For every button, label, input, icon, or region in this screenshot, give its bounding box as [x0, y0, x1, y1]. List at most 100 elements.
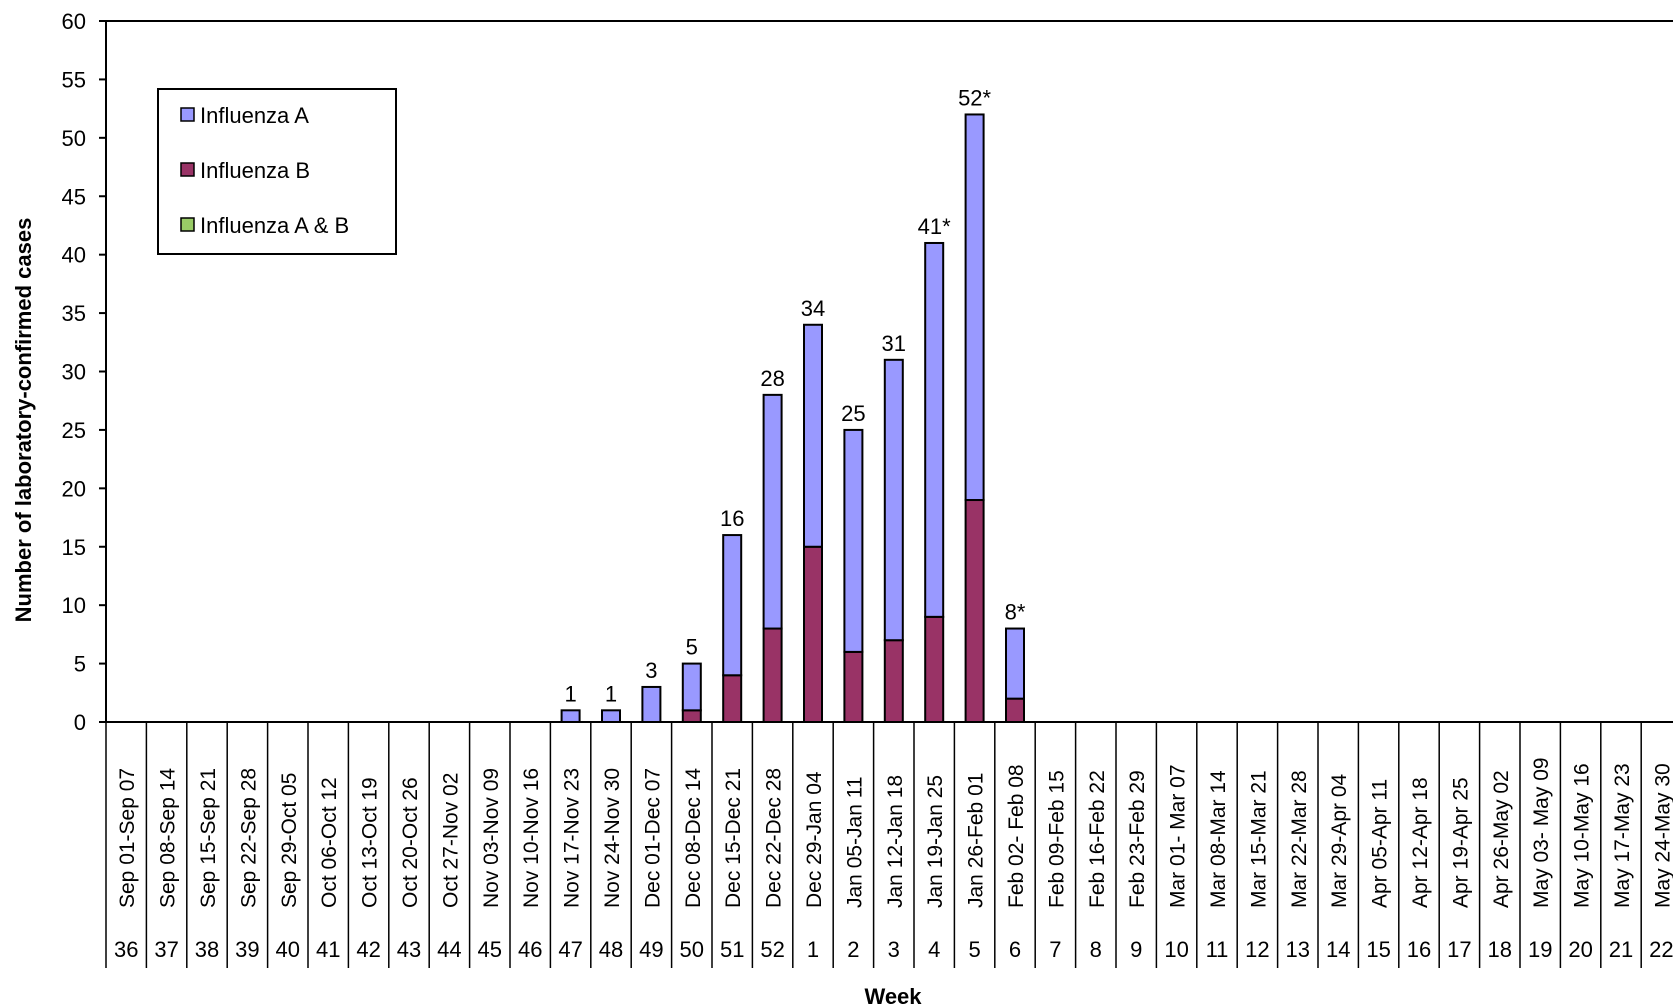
x-tick-label: Feb 23-Feb 29 [1126, 770, 1149, 908]
bars-group [560, 113, 1025, 724]
total-data-label: 1 [605, 681, 617, 706]
total-data-label: 41* [918, 214, 951, 239]
week-number-label: 3 [888, 937, 900, 962]
legend-swatch [180, 107, 195, 122]
week-number-label: 46 [518, 937, 542, 962]
y-tick-label: 40 [62, 243, 86, 268]
y-tick-label: 60 [62, 9, 86, 34]
total-data-label: 28 [760, 366, 784, 391]
x-tick-label: Mar 22-Mar 28 [1288, 770, 1311, 908]
x-tick-label: Sep 08-Sep 14 [157, 768, 180, 908]
x-tick-label: Sep 15-Sep 21 [197, 768, 220, 908]
x-tick-label: Nov 03-Nov 09 [480, 768, 503, 908]
week-number-label: 10 [1164, 937, 1188, 962]
week-number-label: 43 [397, 937, 421, 962]
week-number-label: 7 [1049, 937, 1061, 962]
week-number-label: 44 [437, 937, 461, 962]
x-tick-label: Feb 02- Feb 08 [1005, 764, 1028, 908]
week-number-label: 50 [680, 937, 704, 962]
total-data-label: 3 [645, 658, 657, 683]
influenza-b-bar [843, 650, 864, 724]
y-tick-label: 30 [62, 360, 86, 385]
week-number-label: 39 [235, 937, 259, 962]
x-tick-label: Nov 17-Nov 23 [561, 768, 584, 908]
total-data-label: 16 [720, 506, 744, 531]
x-tick-label: Feb 16-Feb 22 [1086, 770, 1109, 908]
x-tick-label: May 24-May 30 [1651, 763, 1673, 908]
y-tick-label: 35 [62, 301, 86, 326]
week-number-label: 20 [1568, 937, 1592, 962]
x-tick-label: Sep 22-Sep 28 [237, 768, 260, 908]
legend-label: Influenza A [200, 103, 309, 128]
influenza-a-bar [964, 113, 985, 502]
week-number-label: 22 [1649, 937, 1673, 962]
x-tick-label: Apr 26-May 02 [1490, 770, 1513, 908]
y-tick-label: 20 [62, 476, 86, 501]
x-tick-label: Apr 05-Apr 11 [1369, 779, 1392, 908]
week-number-label: 13 [1286, 937, 1310, 962]
x-tick-label: Oct 20-Oct 26 [399, 777, 422, 908]
total-data-label: 52* [958, 85, 991, 110]
week-number-label: 51 [720, 937, 744, 962]
x-tick-label: Feb 09-Feb 15 [1045, 770, 1068, 908]
x-tick-label: Nov 24-Nov 30 [601, 768, 624, 908]
x-tick-label: Mar 08-Mar 14 [1207, 770, 1230, 908]
influenza-a-bar [762, 393, 783, 630]
x-tick-label: Dec 29-Jan 04 [803, 771, 826, 908]
influenza-b-bar [681, 709, 702, 723]
x-tick-label: Oct 27-Nov 02 [439, 773, 462, 908]
x-tick-label: Dec 22-Dec 28 [763, 768, 786, 908]
week-number-label: 1 [807, 937, 819, 962]
x-tick-label: Jan 12-Jan 18 [884, 775, 907, 908]
influenza-a-bar [803, 323, 823, 548]
x-tick-label: Oct 06-Oct 12 [318, 777, 341, 908]
y-tick-label: 45 [62, 184, 86, 209]
week-number-label: 21 [1609, 937, 1633, 962]
x-axis-title: Week [864, 984, 922, 1007]
x-tick-label: Dec 08-Dec 14 [682, 768, 705, 908]
week-number-label: 42 [356, 937, 380, 962]
y-axis-title: Number of laboratory-confirmed cases [11, 218, 36, 623]
week-number-label: 12 [1245, 937, 1269, 962]
week-number-label: 37 [154, 937, 178, 962]
y-tick-label: 15 [62, 535, 86, 560]
influenza-a-bar [722, 534, 743, 677]
influenza-a-bar [924, 241, 945, 618]
week-number-label: 40 [276, 937, 300, 962]
y-tick-label: 10 [62, 593, 86, 618]
y-tick-label: 55 [62, 67, 86, 92]
influenza-b-bar [924, 615, 945, 723]
week-number-label: 36 [114, 937, 138, 962]
week-number-label: 38 [195, 937, 219, 962]
y-axis: 0 5 10 15 20 25 30 35 40 45 50 55 60 [62, 9, 106, 735]
x-tick-label: Dec 15-Dec 21 [722, 768, 745, 908]
x-tick-label: May 03- May 09 [1530, 757, 1553, 908]
y-tick-label: 0 [74, 710, 86, 735]
y-tick-label: 5 [74, 652, 86, 677]
week-number-label: 48 [599, 937, 623, 962]
x-tick-label: Sep 29-Oct 05 [278, 773, 301, 908]
legend-swatch [180, 162, 195, 177]
total-data-label: 8* [1005, 600, 1026, 625]
y-tick-label: 25 [62, 418, 86, 443]
influenza-a-bar [681, 662, 702, 712]
influenza-b-bar [1005, 697, 1025, 724]
week-number-label: 49 [639, 937, 663, 962]
x-tick-label: Apr 12-Apr 18 [1409, 777, 1432, 908]
x-tick-label: Mar 15-Mar 21 [1247, 770, 1270, 908]
legend: Influenza A Influenza B Influenza A & B [157, 88, 397, 255]
week-number-label: 4 [928, 937, 940, 962]
week-number-label: 5 [968, 937, 980, 962]
x-tick-label: Sep 01-Sep 07 [116, 768, 139, 908]
influenza-a-bar [843, 428, 864, 653]
influenza-b-bar [883, 639, 904, 724]
influenza-b-bar [964, 499, 985, 723]
x-tick-label: Nov 10-Nov 16 [520, 768, 543, 908]
week-number-label: 11 [1206, 937, 1229, 962]
week-number-label: 2 [847, 937, 859, 962]
legend-box [157, 88, 397, 255]
x-tick-label: Jan 26-Feb 01 [965, 773, 988, 908]
total-data-label: 31 [882, 331, 906, 356]
